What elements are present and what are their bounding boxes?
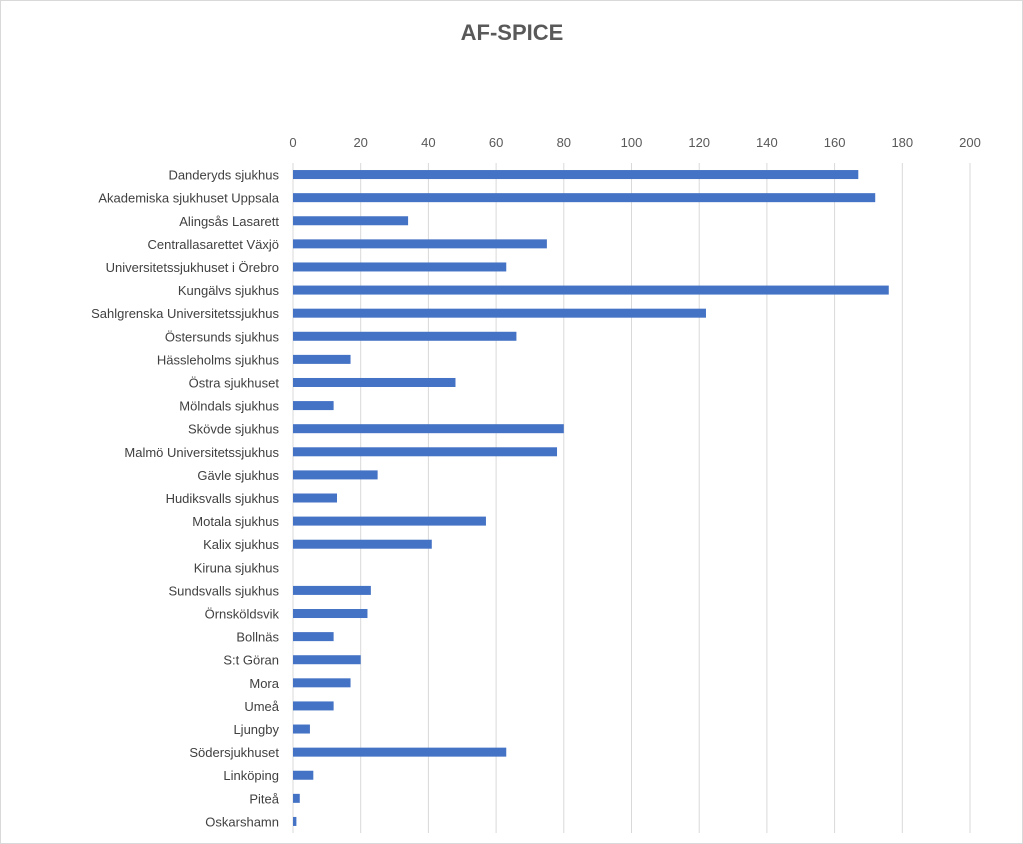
bar [293, 770, 314, 780]
x-tick-label: 100 [621, 135, 643, 150]
category-labels: Danderyds sjukhus Akademiska sjukhuset Up… [91, 168, 280, 830]
x-tick-label: 140 [756, 135, 778, 150]
x-tick-label: 120 [688, 135, 710, 150]
category-label: Danderyds sjukhus [168, 168, 279, 183]
bar [293, 539, 432, 549]
bar [293, 447, 558, 457]
category-label: Mölndals sjukhus [179, 399, 279, 414]
bar [293, 331, 517, 341]
x-tick-label: 180 [891, 135, 913, 150]
bar [293, 377, 456, 387]
bar [293, 354, 351, 364]
category-label: Ljungby [233, 722, 279, 737]
bar [293, 424, 564, 434]
gridlines [292, 163, 971, 833]
category-label: Hudiksvalls sjukhus [166, 491, 280, 506]
bar [293, 516, 486, 526]
bar [293, 470, 378, 480]
bars [293, 170, 889, 826]
category-label: Kiruna sjukhus [194, 560, 280, 575]
x-tick-label: 200 [959, 135, 981, 150]
category-label: Örnsköldsvik [205, 607, 280, 622]
bar [293, 308, 706, 318]
bar [293, 239, 547, 249]
category-label: Sahlgrenska Universitetssjukhus [91, 306, 279, 321]
x-tick-label: 40 [421, 135, 435, 150]
x-tick-label: 20 [353, 135, 367, 150]
bar [293, 816, 297, 826]
category-label: Alingsås Lasarett [179, 214, 279, 229]
category-label: Bollnäs [236, 630, 279, 645]
category-label: Östra sjukhuset [189, 375, 280, 390]
category-label: Universitetssjukhuset i Örebro [106, 260, 279, 275]
category-label: Linköping [223, 768, 279, 783]
bar [293, 193, 876, 203]
category-label: Motala sjukhus [192, 514, 279, 529]
category-label: Malmö Universitetssjukhus [124, 445, 279, 460]
bar [293, 262, 507, 272]
x-tick-label: 160 [824, 135, 846, 150]
category-label: Akademiska sjukhuset Uppsala [98, 191, 279, 206]
bar [293, 170, 859, 180]
category-label: Kungälvs sjukhus [178, 283, 280, 298]
category-label: Östersunds sjukhus [165, 329, 280, 344]
category-label: Centrallasarettet Växjö [147, 237, 279, 252]
bar [293, 216, 409, 226]
x-axis-tick-labels: 0 20 40 60 80 100 120 140 160 180 200 [289, 135, 980, 150]
category-label: Södersjukhuset [189, 745, 279, 760]
category-label: Skövde sjukhus [188, 422, 280, 437]
category-label: Oskarshamn [205, 814, 279, 829]
bar [293, 609, 368, 619]
bar [293, 401, 334, 411]
bar [293, 285, 889, 295]
bar [293, 493, 338, 503]
category-label: Hässleholms sjukhus [157, 352, 280, 367]
category-label: Mora [249, 676, 279, 691]
bar [293, 747, 507, 757]
category-label: Umeå [244, 699, 279, 714]
x-tick-label: 0 [289, 135, 296, 150]
category-label: Piteå [249, 791, 279, 806]
category-label: S:t Göran [223, 653, 279, 668]
category-label: Sundsvalls sjukhus [168, 583, 279, 598]
bar [293, 701, 334, 711]
bar [293, 724, 310, 734]
category-label: Kalix sjukhus [203, 537, 279, 552]
category-label: Gävle sjukhus [197, 468, 279, 483]
bar [293, 678, 351, 688]
chart-title: AF-SPICE [461, 20, 564, 45]
bar [293, 585, 371, 595]
x-tick-label: 80 [557, 135, 571, 150]
x-tick-label: 60 [489, 135, 503, 150]
bar [293, 632, 334, 642]
bar [293, 655, 361, 665]
bar [293, 793, 300, 803]
